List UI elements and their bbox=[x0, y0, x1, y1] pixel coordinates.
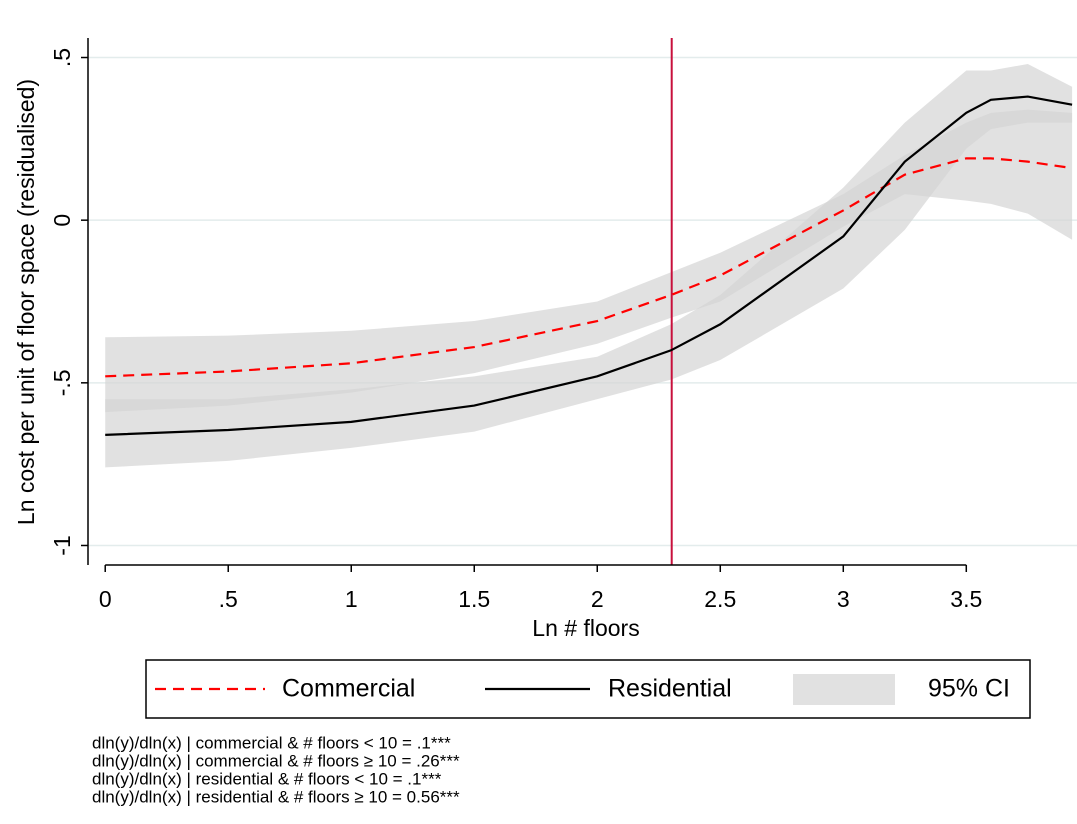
x-tick-label: 3.5 bbox=[950, 586, 982, 612]
legend-label: Residential bbox=[608, 675, 732, 703]
note: dln(y)/dln(x) | residential & # floors <… bbox=[92, 769, 442, 788]
x-axis-label: Ln # floors bbox=[532, 615, 639, 641]
x-tick-label: 2.5 bbox=[704, 586, 736, 612]
ci-band bbox=[105, 109, 1073, 413]
legend-swatch bbox=[793, 674, 895, 705]
x-tick-label: 1 bbox=[345, 586, 358, 612]
ci-band bbox=[105, 64, 1073, 468]
legend-label: 95% CI bbox=[928, 675, 1010, 703]
line bbox=[105, 157, 1073, 378]
x-tick-label: 2 bbox=[591, 586, 604, 612]
x-tick-label: 1.5 bbox=[458, 586, 490, 612]
y-tick-label: 0 bbox=[49, 214, 75, 227]
y-tick-label: -1 bbox=[49, 535, 75, 555]
y-tick-label: -.5 bbox=[49, 369, 75, 396]
note: dln(y)/dln(x) | commercial & # floors < … bbox=[92, 733, 451, 752]
y-axis-label: Ln cost per unit of floor space (residua… bbox=[13, 79, 39, 525]
x-tick-label: 3 bbox=[837, 586, 850, 612]
x-tick-label: 0 bbox=[99, 586, 112, 612]
note: dln(y)/dln(x) | residential & # floors ≥… bbox=[92, 787, 460, 806]
legend-label: Commercial bbox=[282, 675, 415, 703]
line bbox=[105, 95, 1073, 436]
y-tick-label: .5 bbox=[49, 48, 75, 67]
note: dln(y)/dln(x) | commercial & # floors ≥ … bbox=[92, 751, 460, 770]
x-tick-label: .5 bbox=[219, 586, 238, 612]
